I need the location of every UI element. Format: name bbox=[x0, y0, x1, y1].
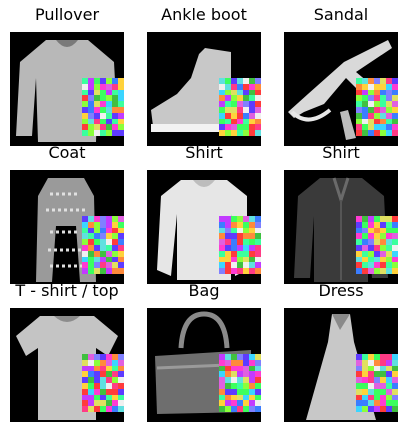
garment-shape bbox=[178, 311, 230, 349]
image-title: T - shirt / top bbox=[15, 281, 119, 300]
noise-patch bbox=[82, 216, 124, 274]
noise-patch bbox=[219, 216, 261, 274]
garment-image bbox=[147, 170, 261, 284]
image-title: Bag bbox=[188, 281, 220, 300]
garment-image bbox=[284, 32, 398, 146]
garment-shape bbox=[193, 180, 215, 187]
noise-patch bbox=[82, 354, 124, 412]
garment-image bbox=[147, 32, 261, 146]
noise-patch bbox=[356, 216, 398, 274]
image-title: Pullover bbox=[34, 5, 100, 24]
garment-shape bbox=[56, 40, 78, 47]
garment-image bbox=[10, 170, 124, 284]
garment-shape bbox=[332, 314, 350, 330]
garment-shape bbox=[46, 192, 86, 268]
garment-image bbox=[284, 170, 398, 284]
garment-shape bbox=[151, 124, 249, 132]
image-title: Ankle boot bbox=[161, 5, 247, 24]
noise-patch bbox=[219, 354, 261, 412]
garment-shape bbox=[340, 110, 356, 140]
garment-shape bbox=[288, 40, 392, 118]
image-title: Dress bbox=[318, 281, 364, 300]
image-title: Coat bbox=[48, 143, 86, 162]
image-title: Shirt bbox=[185, 143, 223, 162]
noise-patch bbox=[356, 78, 398, 136]
noise-patch bbox=[356, 354, 398, 412]
noise-patch bbox=[82, 78, 124, 136]
garment-image bbox=[10, 32, 124, 146]
garment-image bbox=[10, 308, 124, 422]
noise-patch bbox=[219, 78, 261, 136]
garment-image bbox=[147, 308, 261, 422]
garment-shape bbox=[54, 316, 80, 322]
sandal-picture bbox=[288, 40, 392, 140]
image-title: Sandal bbox=[313, 5, 369, 24]
coat-picture bbox=[36, 178, 96, 282]
garment-shape bbox=[290, 108, 332, 122]
image-title: Shirt bbox=[322, 143, 360, 162]
garment-shape bbox=[36, 178, 96, 282]
garment-image bbox=[284, 308, 398, 422]
